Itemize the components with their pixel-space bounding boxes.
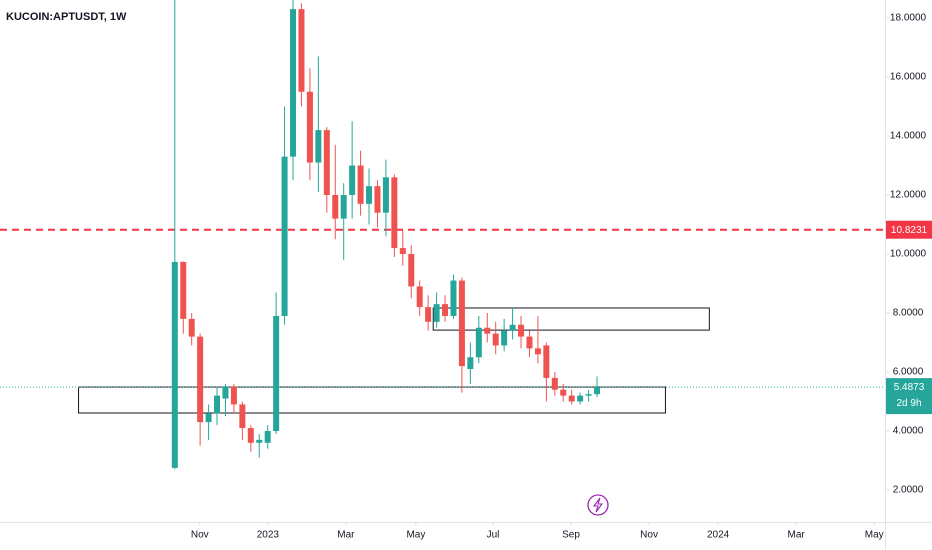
candle-body [458, 280, 465, 367]
x-tick-label: 2024 [707, 530, 730, 541]
candle-body [475, 327, 482, 358]
x-tick-label: 2023 [257, 530, 280, 541]
y-tick-label: 16.0000 [890, 72, 927, 83]
y-tick-label: 18.0000 [890, 13, 927, 24]
candle-body [594, 387, 601, 395]
candle-body [442, 304, 449, 316]
x-tick-label: Mar [788, 530, 806, 541]
icon-circle[interactable] [587, 494, 609, 516]
candle-body [560, 389, 567, 396]
candle-body [222, 386, 229, 399]
candle-body [298, 9, 305, 92]
candle-body [214, 395, 221, 414]
candle-body [416, 286, 423, 308]
candle-body [374, 186, 381, 213]
candle-body [281, 156, 288, 316]
y-tick-label: 2.0000 [893, 485, 924, 496]
candle-body [425, 307, 432, 322]
candle-body [518, 324, 525, 337]
candle-body [577, 395, 584, 402]
candle-body [366, 186, 373, 204]
candle-body [205, 413, 212, 423]
alert-price-label: 10.8231 [891, 225, 928, 236]
alert-price-tag [886, 220, 932, 239]
candle-body [357, 165, 364, 204]
last-price-label: 5.4873 [894, 382, 925, 393]
last-price-tag [886, 378, 932, 415]
x-tick-label: Sep [562, 530, 580, 541]
candle-body [509, 324, 516, 331]
candle-body [332, 194, 339, 219]
icon-bolt[interactable] [592, 497, 604, 513]
x-tick-label: May [406, 530, 425, 541]
zone-box [432, 307, 710, 331]
candle-body [585, 394, 592, 396]
chart-title: KUCOIN:APTUSDT, 1W [6, 11, 127, 23]
y-tick-label: 8.0000 [893, 308, 924, 319]
candle-body [391, 177, 398, 249]
y-tick-label: 4.0000 [893, 426, 924, 437]
candle-body [256, 439, 263, 443]
candle-body [399, 248, 406, 254]
candle-body [349, 165, 356, 195]
candle-body [492, 333, 499, 346]
x-tick-label: May [865, 530, 884, 541]
candle-body [526, 336, 533, 349]
candle-body [450, 280, 457, 316]
candle-body [230, 386, 237, 405]
y-tick-label: 12.0000 [890, 190, 927, 201]
candle-body [247, 428, 254, 443]
candle-body [188, 318, 195, 337]
candle-body [197, 336, 204, 423]
y-tick-label: 6.0000 [893, 367, 924, 378]
candle-body [551, 377, 558, 390]
x-tick-label: Nov [191, 530, 209, 541]
candle-body [306, 91, 313, 163]
x-tick-label: Mar [337, 530, 355, 541]
candle-body [315, 130, 322, 163]
candle-body [467, 357, 474, 370]
countdown-label: 2d 9h [896, 398, 921, 409]
candle-body [273, 315, 280, 431]
y-tick-label: 10.0000 [890, 249, 927, 260]
candle-body [340, 194, 347, 219]
candle-body [382, 177, 389, 213]
candle-body [568, 395, 575, 402]
x-tick-label: Jul [487, 530, 500, 541]
candle-body [264, 430, 271, 443]
candle-body [290, 9, 297, 157]
zone-box [78, 386, 666, 414]
candle-body [239, 404, 246, 429]
candle-body [543, 345, 550, 378]
candle-body [501, 330, 508, 346]
candle-body [534, 348, 541, 355]
y-tick-label: 14.0000 [890, 131, 927, 142]
candle-body [433, 304, 440, 322]
candle-body [408, 253, 415, 287]
candle-body [180, 261, 187, 319]
candle-body [323, 130, 330, 195]
lightning-icon[interactable] [587, 494, 609, 516]
plot-area [0, 0, 885, 470]
candle-body [171, 261, 178, 468]
candle-body [484, 327, 491, 334]
x-tick-label: Nov [640, 530, 658, 541]
